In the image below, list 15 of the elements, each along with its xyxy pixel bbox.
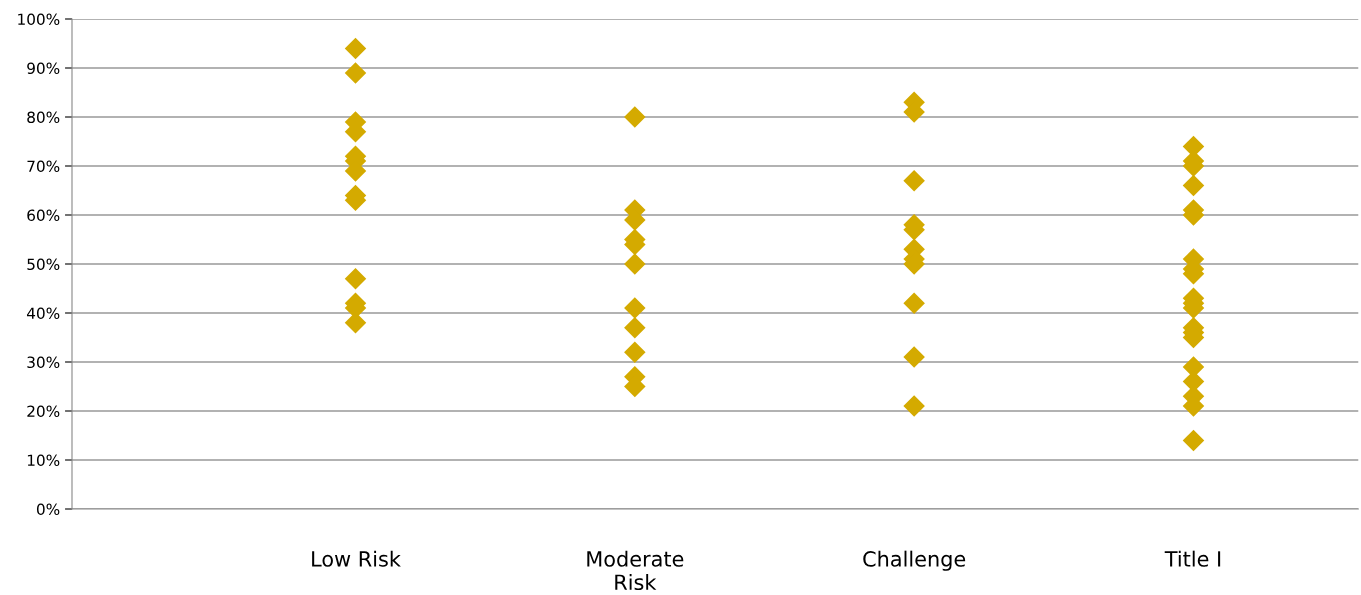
y-tick-label: 50% (27, 258, 60, 271)
y-tick-label: 30% (27, 356, 60, 369)
y-tick-label: 40% (26, 307, 60, 320)
y-tick-label: 60% (27, 209, 60, 222)
y-tick-label: 0% (36, 503, 60, 516)
x-tick-label: Moderate Risk (587, 550, 684, 591)
x-tick-label: Challenge (863, 550, 966, 571)
y-tick-label: 80% (27, 111, 60, 124)
y-tick-label: 90% (27, 62, 60, 75)
x-tick-label: Title I (1164, 550, 1221, 567)
x-tick-label: Low Risk (312, 550, 401, 567)
y-tick-label: 70% (27, 160, 60, 173)
y-tick-label: 10% (27, 454, 60, 467)
y-tick-label: 100% (18, 13, 60, 26)
y-tick-label: 20% (27, 405, 60, 418)
